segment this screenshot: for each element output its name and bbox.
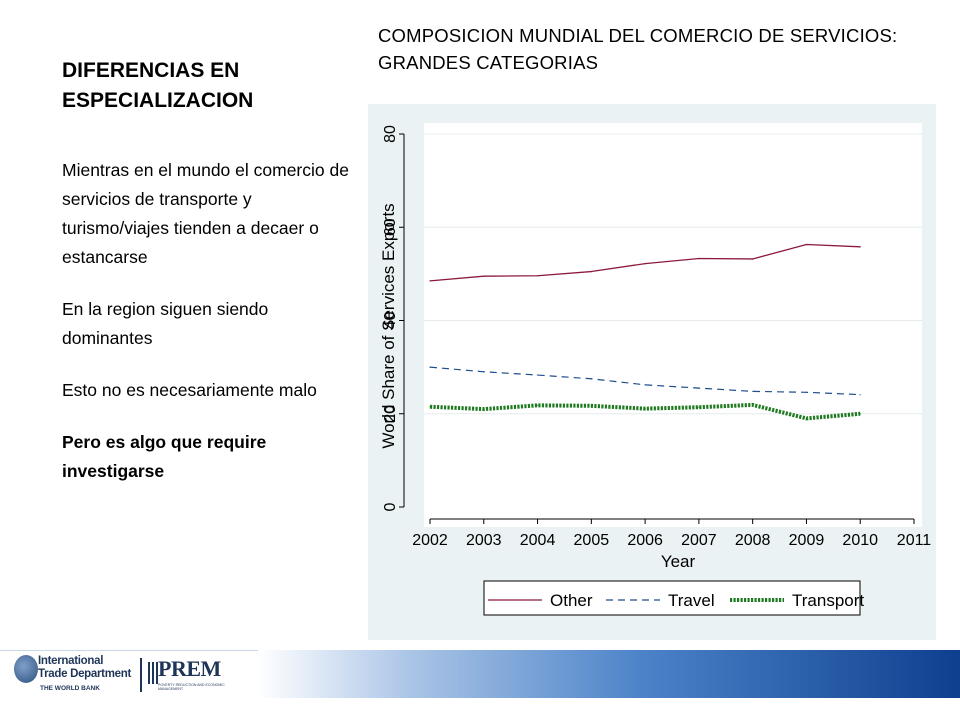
bullet-2: En la region siguen siendo dominantes bbox=[62, 299, 269, 348]
series-transport-point-2009 bbox=[805, 417, 808, 420]
axes: 0 20 40 60 80 2002 2003 2004 2005 2006 2007 2008 200… bbox=[382, 125, 931, 549]
bullet-list: Mientras en el mundo el comercio de serv… bbox=[62, 156, 358, 509]
series-other-point-2003 bbox=[482, 275, 485, 278]
bullet-4: Pero es algo que require investigarse bbox=[62, 432, 267, 481]
x-tick-label-2002: 2002 bbox=[412, 532, 448, 549]
org-line-2: Trade Department bbox=[38, 668, 131, 680]
series-transport-point-2008 bbox=[751, 404, 754, 406]
legend-box bbox=[483, 580, 861, 616]
series-travel-point-2003 bbox=[482, 370, 485, 373]
series-transport-point-2010 bbox=[859, 412, 862, 415]
y-tick-label-0: 0 bbox=[382, 502, 399, 511]
series-other-point-2005 bbox=[590, 270, 593, 273]
series-other-point-2009 bbox=[805, 243, 808, 246]
x-tick-label-2009: 2009 bbox=[789, 532, 825, 549]
series-other-point-2010 bbox=[859, 246, 862, 248]
footer-band bbox=[258, 650, 960, 698]
series-transport-point-2003 bbox=[482, 408, 485, 410]
y-axis-label: World Share of Services Exports bbox=[379, 203, 398, 448]
series-travel-point-2005 bbox=[590, 377, 593, 380]
series-other-point-2006 bbox=[644, 262, 646, 265]
org-line-1: International bbox=[38, 655, 104, 667]
legend-label-transport: Transport bbox=[792, 591, 864, 610]
x-tick-label-2005: 2005 bbox=[574, 532, 610, 549]
series-other-point-2007 bbox=[698, 257, 700, 260]
bullet-3: Esto no es necesariamente malo bbox=[62, 380, 317, 400]
series-travel-point-2004 bbox=[536, 374, 539, 376]
legend: Other Travel Transport bbox=[483, 580, 864, 616]
x-tick-label-2004: 2004 bbox=[520, 532, 556, 549]
line-chart: 0 20 40 60 80 2002 2003 2004 2005 2006 2007 2008 200… bbox=[379, 123, 931, 616]
x-tick-label-2003: 2003 bbox=[466, 532, 502, 549]
series-travel-point-2008 bbox=[751, 390, 754, 393]
y-tick-label-40: 40 bbox=[382, 312, 399, 330]
y-tick-label-80: 80 bbox=[382, 125, 399, 143]
slide-title: DIFERENCIAS EN ESPECIALIZACION bbox=[62, 59, 254, 112]
org-line-3: THE WORLD BANK bbox=[40, 685, 100, 692]
legend-label-other: Other bbox=[550, 591, 593, 610]
chart-panel: 0 20 40 60 80 2002 2003 2004 2005 2006 2007 2008 200… bbox=[368, 104, 936, 640]
series-travel-point-2002 bbox=[429, 366, 431, 368]
x-tick-label-2011: 2011 bbox=[897, 532, 932, 549]
series-transport-point-2002 bbox=[429, 405, 431, 408]
series-transport-point-2007 bbox=[698, 406, 700, 409]
series-transport-point-2006 bbox=[644, 407, 646, 410]
chart-heading: COMPOSICION MUNDIAL DEL COMERCIO DE SERV… bbox=[378, 25, 898, 73]
series-lines bbox=[429, 243, 862, 421]
partner-subtitle: POVERTY REDUCTION AND ECONOMIC MANAGEMEN… bbox=[158, 683, 225, 691]
x-axis-label: Year bbox=[661, 552, 696, 571]
series-travel-point-2009 bbox=[805, 391, 808, 394]
prem-mark-icon bbox=[148, 662, 158, 684]
footer-logos: International Trade Department THE WORLD… bbox=[8, 652, 258, 698]
y-tick-label-60: 60 bbox=[382, 218, 399, 236]
partner-logo: PREM bbox=[158, 656, 221, 681]
legend-label-travel: Travel bbox=[668, 591, 715, 610]
series-travel-point-2010 bbox=[859, 393, 862, 396]
series-transport-point-2005 bbox=[590, 405, 593, 407]
x-tick-label-2006: 2006 bbox=[627, 532, 663, 549]
y-tick-label-20: 20 bbox=[382, 405, 399, 423]
x-tick-label-2007: 2007 bbox=[681, 532, 717, 549]
series-other-point-2002 bbox=[429, 280, 431, 282]
x-tick-label-2008: 2008 bbox=[735, 532, 771, 549]
series-travel-point-2006 bbox=[644, 384, 646, 386]
series-transport-point-2004 bbox=[536, 404, 539, 407]
globe-icon bbox=[14, 655, 38, 683]
org-name: International Trade Department bbox=[38, 655, 148, 681]
series-travel-point-2007 bbox=[698, 387, 700, 389]
plot-area bbox=[424, 123, 922, 527]
logo-divider bbox=[140, 658, 142, 692]
series-other-point-2008 bbox=[751, 258, 754, 260]
x-tick-label-2010: 2010 bbox=[842, 532, 878, 549]
series-other-point-2004 bbox=[536, 274, 539, 277]
bullet-1: Mientras en el mundo el comercio de serv… bbox=[62, 160, 349, 267]
